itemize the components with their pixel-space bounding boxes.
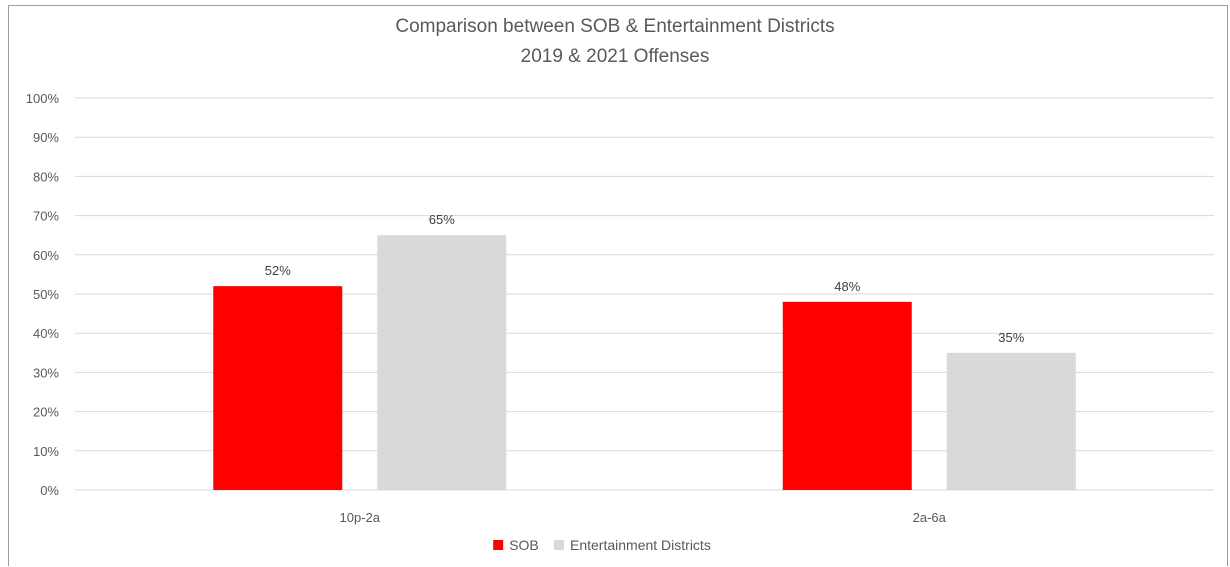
y-tick-label: 90%: [33, 130, 59, 145]
chart-title: Comparison between SOB & Entertainment D…: [395, 16, 834, 37]
chart-svg: Comparison between SOB & Entertainment D…: [26, 16, 1214, 553]
data-label: 52%: [265, 263, 291, 278]
y-tick-label: 80%: [33, 169, 59, 184]
bar-sob: [782, 301, 912, 490]
y-axis-ticks: 0% 10% 20% 30% 40% 50% 60% 70% 80% 90% 100%: [26, 91, 60, 498]
y-tick-label: 60%: [33, 248, 59, 263]
y-tick-label: 40%: [33, 326, 59, 341]
y-tick-label: 20%: [33, 405, 59, 420]
data-label: 48%: [834, 279, 860, 294]
bar-entertainment-districts: [946, 352, 1076, 490]
legend: SOB Entertainment Districts: [493, 537, 711, 553]
x-category-label: 10p-2a: [340, 510, 381, 525]
y-tick-label: 30%: [33, 365, 59, 380]
x-category-label: 2a-6a: [913, 510, 947, 525]
y-tick-label: 70%: [33, 209, 59, 224]
y-tick-label: 10%: [33, 444, 59, 459]
y-tick-label: 100%: [26, 91, 60, 106]
data-label-layer: 52% 65% 48% 35%: [265, 212, 1025, 345]
legend-swatch: [554, 540, 564, 550]
y-tick-label: 50%: [33, 287, 59, 302]
data-label: 35%: [998, 330, 1024, 345]
x-axis-categories: 10p-2a 2a-6a: [340, 510, 947, 525]
legend-label: SOB: [509, 537, 539, 553]
bar-entertainment-districts: [377, 235, 507, 490]
bar-sob: [213, 286, 343, 490]
y-tick-label: 0%: [40, 483, 59, 498]
legend-label: Entertainment Districts: [570, 537, 711, 553]
chart-subtitle: 2019 & 2021 Offenses: [521, 46, 710, 67]
chart-frame: Comparison between SOB & Entertainment D…: [8, 5, 1228, 566]
legend-swatch: [493, 540, 504, 550]
bar-layer: [213, 235, 1076, 490]
data-label: 65%: [429, 212, 455, 227]
